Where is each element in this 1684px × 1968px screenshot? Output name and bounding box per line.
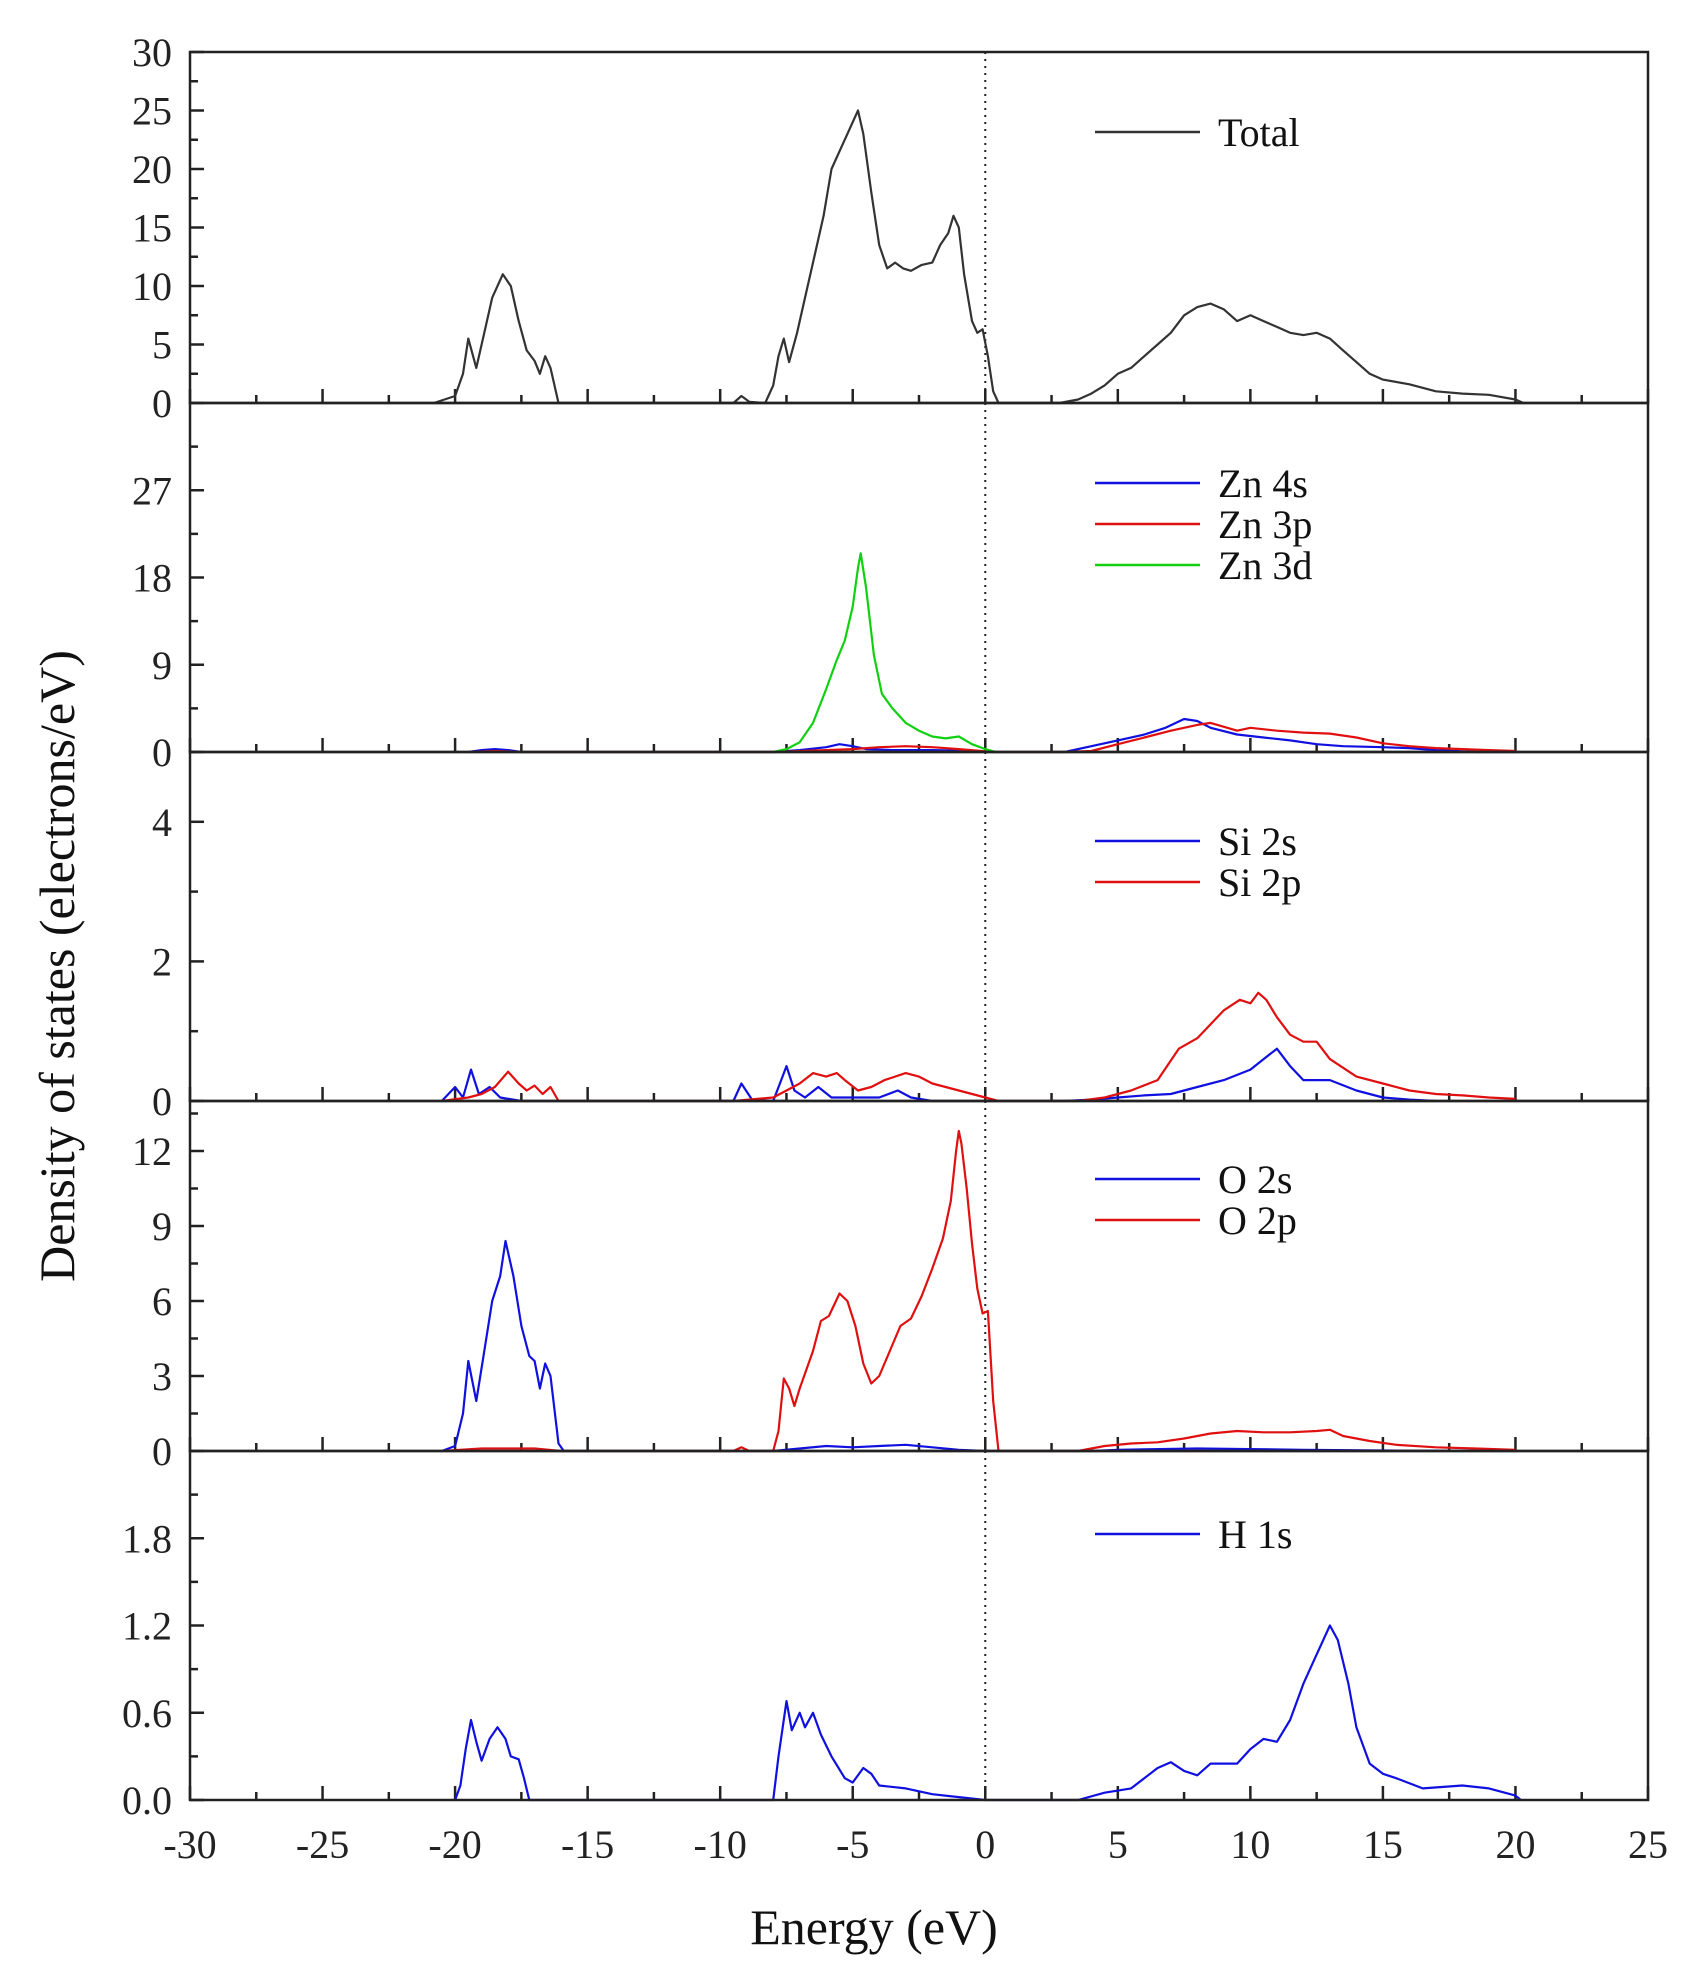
panel-frame	[188, 1099, 1650, 1453]
series-zn-3p	[468, 721, 1516, 754]
y-tick-label: 0	[152, 381, 172, 426]
y-tick-label: 0.6	[122, 1691, 172, 1736]
x-tick-label: -5	[836, 1822, 869, 1867]
panel-4: 0 3 6 9 12 O 2sO 2p	[132, 1099, 1650, 1474]
series-h-1s	[454, 1624, 1522, 1802]
series-si-2p	[441, 991, 1516, 1103]
panel-1: 0 5 10 15 20 25 30 Total	[132, 30, 1650, 426]
panel-frame	[188, 401, 1650, 754]
x-tick-label: 25	[1628, 1822, 1668, 1867]
y-tick-label: 30	[132, 30, 172, 75]
x-tick-label: -10	[694, 1822, 747, 1867]
y-axis-title: Density of states (electrons/eV)	[29, 650, 85, 1282]
y-tick-label: 12	[132, 1129, 172, 1174]
legend-label: H 1s	[1218, 1512, 1292, 1557]
series-si-2s	[441, 1047, 1436, 1103]
legend-label: O 2s	[1218, 1157, 1292, 1202]
series-o-2p	[441, 1129, 1516, 1453]
legend-label: Zn 4s	[1218, 461, 1308, 506]
x-tick-label: -25	[296, 1822, 349, 1867]
panel-frame	[188, 750, 1650, 1103]
y-tick-label: 10	[132, 264, 172, 309]
x-tick-label: 10	[1230, 1822, 1270, 1867]
y-tick-label: 1.2	[122, 1604, 172, 1649]
y-tick-label: 15	[132, 206, 172, 251]
x-tick-label: -30	[163, 1822, 216, 1867]
x-axis-title: Energy (eV)	[750, 1899, 998, 1955]
series-o-2s	[441, 1239, 1516, 1453]
legend-label: Zn 3p	[1218, 502, 1312, 547]
y-tick-label: 4	[152, 800, 172, 845]
legend-label: Si 2p	[1218, 860, 1301, 905]
y-tick-label: 9	[152, 643, 172, 688]
x-tick-label: 20	[1495, 1822, 1535, 1867]
y-tick-label: 20	[132, 147, 172, 192]
series-zn-4s	[468, 717, 1516, 754]
x-tick-labels: -30 -25 -20 -15 -10 -5 0 5 10 15 20 25	[163, 1822, 1668, 1867]
y-tick-label: 0	[152, 1429, 172, 1474]
legend-label: Zn 3d	[1218, 543, 1312, 588]
x-tick-label: -15	[561, 1822, 614, 1867]
y-tick-label: 2	[152, 939, 172, 984]
x-tick-label: -20	[428, 1822, 481, 1867]
y-tick-label: 27	[132, 468, 172, 513]
y-tick-label: 18	[132, 556, 172, 601]
y-tick-label: 0.0	[122, 1778, 172, 1823]
y-tick-label: 9	[152, 1204, 172, 1249]
y-tick-label: 5	[152, 323, 172, 368]
legend-label: Total	[1218, 110, 1300, 155]
x-tick-label: 0	[975, 1822, 995, 1867]
series-total	[433, 109, 1524, 405]
series-zn-3d	[772, 552, 997, 754]
x-tick-label: 15	[1363, 1822, 1403, 1867]
y-tick-label: 0	[152, 1079, 172, 1124]
legend-label: Si 2s	[1218, 819, 1297, 864]
x-tick-label: 5	[1108, 1822, 1128, 1867]
y-tick-label: 3	[152, 1354, 172, 1399]
legend-label: O 2p	[1218, 1198, 1297, 1243]
y-tick-label: 1.8	[122, 1516, 172, 1561]
panel-frame	[188, 50, 1650, 405]
y-tick-label: 25	[132, 89, 172, 134]
y-tick-label: 6	[152, 1279, 172, 1324]
y-tick-label: 0	[152, 730, 172, 775]
panel-5: 0.0 0.6 1.2 1.8 H 1s	[122, 1449, 1650, 1823]
panel-frame	[188, 1449, 1650, 1802]
